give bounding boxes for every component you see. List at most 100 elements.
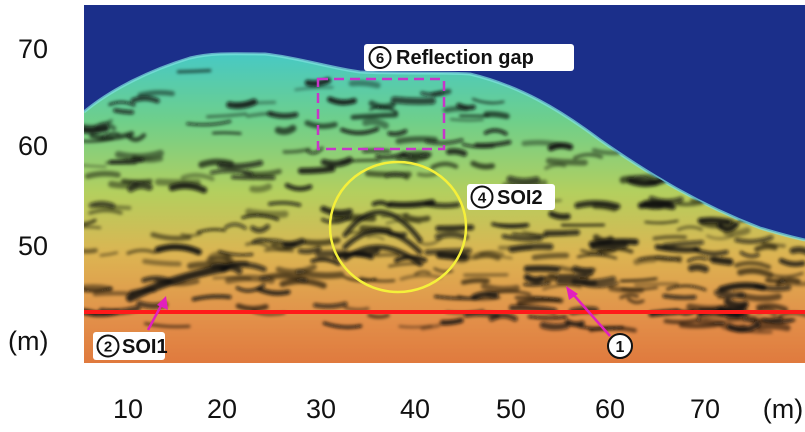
- reflection-streak: [593, 245, 625, 247]
- x-tick-60: 60: [595, 396, 625, 423]
- soi2-number: 4: [478, 190, 487, 207]
- reflection-streak: [330, 99, 354, 102]
- reflection-streak: [438, 234, 466, 237]
- reflection-streak: [249, 212, 285, 215]
- marker1-number: 1: [616, 339, 625, 356]
- x-tick-40: 40: [400, 396, 430, 423]
- reflection-streak: [473, 163, 492, 166]
- y-tick-50: 50: [18, 233, 48, 260]
- reflection-streak: [727, 302, 745, 306]
- reflection-streak: [547, 277, 586, 278]
- reflection-streak: [543, 325, 566, 327]
- soi1-label: 2 SOI1: [93, 332, 168, 360]
- reflection-streak: [524, 143, 560, 145]
- reflection-streak: [740, 295, 779, 298]
- reflection-streak: [757, 286, 789, 288]
- reflection-streak: [484, 286, 517, 289]
- reflection-streak: [474, 294, 495, 297]
- reflection-streak: [699, 320, 723, 322]
- soi1-text: SOI1: [122, 336, 168, 358]
- reflection-streak: [213, 278, 250, 279]
- reflection-streak: [213, 133, 240, 134]
- reflection-streak: [549, 161, 585, 163]
- reflection-streak: [405, 217, 428, 220]
- reflection-streak: [757, 247, 775, 250]
- reflection-streak: [486, 114, 506, 116]
- reflection-gap-label: 6 Reflection gap: [364, 44, 574, 71]
- reflection-streak: [158, 182, 197, 183]
- reflection-streak: [534, 255, 566, 257]
- reflection-streak: [527, 269, 557, 270]
- reflection-streak: [286, 241, 302, 244]
- reflection-streak: [691, 267, 705, 269]
- reflection-streak: [422, 93, 442, 95]
- reflection-streak: [546, 233, 577, 234]
- reflection-streak: [476, 254, 498, 257]
- x-tick-70: 70: [690, 396, 720, 423]
- reflection-streak: [636, 284, 678, 285]
- reflection-streak: [346, 308, 368, 310]
- reflection-streak: [398, 139, 435, 141]
- x-tick-30: 30: [306, 396, 336, 423]
- reflection-streak: [427, 251, 469, 252]
- reflection-streak: [364, 151, 389, 152]
- marker1-label: 1: [608, 334, 632, 358]
- reflection-streak: [133, 98, 157, 101]
- reflection-streak: [253, 187, 269, 190]
- reflection-streak: [131, 185, 150, 188]
- reflection-streak: [727, 231, 748, 234]
- reflection-streak: [301, 169, 332, 171]
- reflection-streak: [665, 242, 702, 245]
- reflection-streak: [394, 100, 432, 101]
- reflection-streak: [463, 280, 487, 282]
- reflection-streak: [352, 83, 378, 85]
- reflection-streak: [527, 277, 541, 280]
- reflection-streak: [568, 322, 583, 324]
- reflection-streak: [595, 206, 614, 209]
- reflection-streak: [75, 249, 96, 251]
- reflection-streak: [300, 249, 318, 252]
- reflection-streak: [71, 227, 100, 228]
- reflection-streak: [646, 203, 670, 204]
- x-axis-unit: (m): [763, 396, 803, 423]
- reflection-streak: [145, 261, 179, 264]
- reflection-streak: [717, 293, 742, 296]
- reflection-streak: [401, 154, 429, 156]
- reflection-streak: [510, 179, 537, 181]
- reflection-streak: [391, 202, 433, 205]
- x-tick-50: 50: [496, 396, 526, 423]
- reflection-streak: [238, 306, 266, 309]
- reflection-streak: [209, 259, 227, 261]
- reflection-gap-number: 6: [376, 50, 384, 67]
- soi1-number: 2: [104, 339, 112, 356]
- soi2-label: 4 SOI2: [467, 184, 555, 210]
- reflection-streak: [449, 151, 464, 153]
- reflection-streak: [123, 181, 150, 182]
- reflection-streak: [236, 102, 275, 104]
- reflection-streak: [270, 114, 296, 116]
- x-tick-20: 20: [207, 396, 237, 423]
- reflection-streak: [278, 128, 293, 131]
- reflection-streak: [574, 279, 613, 282]
- reflection-streak: [499, 224, 527, 225]
- reflection-streak: [793, 250, 805, 253]
- reflection-streak: [115, 110, 132, 112]
- reflection-streak: [720, 308, 743, 310]
- reflection-streak: [459, 105, 474, 108]
- reflection-streak: [106, 163, 135, 164]
- reflection-streak: [91, 204, 112, 206]
- reflection-streak: [525, 283, 550, 285]
- reflection-streak: [134, 158, 160, 160]
- y-tick-70: 70: [18, 36, 48, 63]
- reflection-streak: [655, 237, 686, 239]
- reflection-streak: [400, 326, 432, 327]
- reflection-streak: [376, 255, 399, 256]
- reflection-streak: [366, 122, 386, 126]
- reflection-streak: [678, 203, 701, 205]
- reflection-streak: [233, 177, 274, 178]
- reflection-streak: [442, 320, 461, 322]
- reflection-streak: [95, 293, 132, 294]
- y-axis-unit: (m): [8, 328, 48, 355]
